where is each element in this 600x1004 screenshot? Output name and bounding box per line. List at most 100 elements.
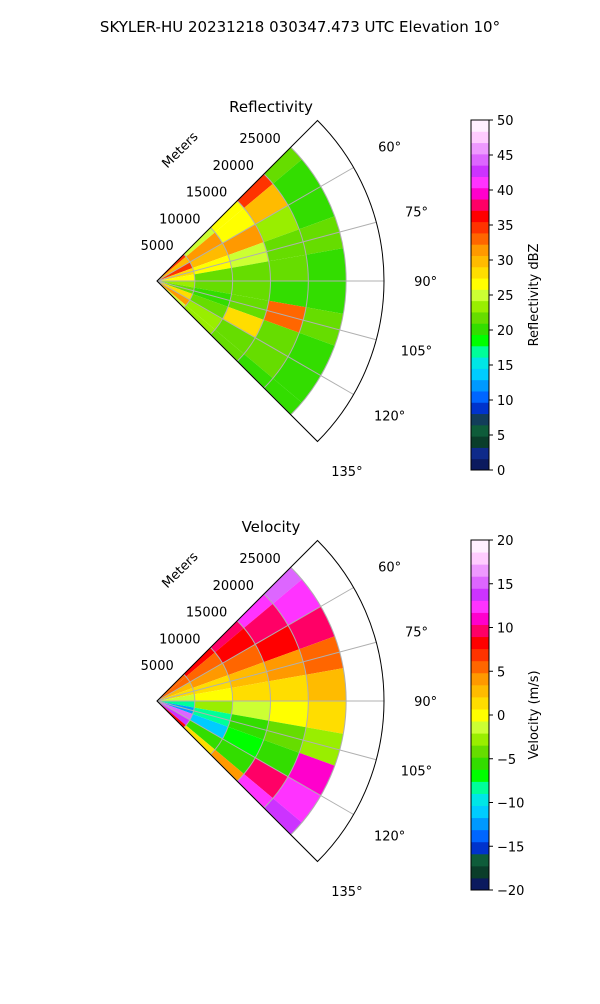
colorbar-tick-label: 0	[497, 464, 505, 479]
colorbar-tick-label: 50	[497, 114, 514, 129]
data-cell	[243, 337, 289, 379]
data-cell	[231, 681, 271, 701]
colorbar-swatch	[471, 829, 489, 843]
radial-tick-label: 10000	[159, 212, 200, 227]
colorbar-tick-label: 10	[497, 622, 514, 637]
data-cell	[157, 281, 195, 288]
colorbar-swatch	[471, 142, 489, 155]
data-cell	[157, 694, 195, 701]
angle-tick-label: 120°	[374, 829, 405, 844]
grid-spoke	[156, 280, 354, 395]
colorbar-swatch	[471, 757, 489, 770]
colorbar-swatch	[471, 793, 489, 807]
colorbar-swatch	[471, 877, 489, 891]
colorbar-label: Velocity (m/s)	[527, 670, 542, 759]
data-cell	[192, 255, 232, 275]
data-cell	[157, 676, 190, 701]
data-cell	[299, 216, 344, 255]
colorbar-swatch	[471, 612, 489, 625]
data-cell	[268, 701, 309, 728]
data-cell	[183, 725, 215, 755]
colorbar-swatch	[471, 199, 489, 211]
data-cell	[231, 281, 271, 301]
colorbar-swatch	[471, 221, 489, 234]
colorbar-swatch	[471, 345, 489, 358]
data-cell	[237, 773, 273, 809]
colorbar-swatch	[471, 552, 489, 565]
colorbar-swatch	[471, 817, 489, 831]
colorbar-swatch	[471, 660, 489, 674]
data-cell	[222, 224, 264, 256]
radial-tick-label: 15000	[186, 186, 227, 201]
figure-title: SKYLER-HU 20231218 030347.473 UTC Elevat…	[100, 18, 500, 36]
colorbar-swatch	[471, 153, 489, 166]
data-cell	[272, 579, 321, 626]
angle-tick-label: 105°	[401, 345, 432, 360]
colorbar-swatch	[471, 841, 489, 855]
colorbar-tick-label: 35	[497, 219, 514, 234]
data-cell	[272, 356, 321, 403]
data-cell	[194, 267, 233, 281]
radial-tick-label: 20000	[213, 159, 254, 174]
colorbar-tick-label: 40	[497, 184, 514, 199]
colorbar-swatch	[471, 588, 489, 601]
reflectivity-plot: Reflectivity 5000 10000 15000 20000 25000 Mete…	[141, 98, 542, 480]
data-cell	[185, 719, 223, 750]
radial-tick-label: 25000	[239, 552, 280, 567]
colorbar-swatch	[471, 636, 489, 650]
data-cell	[231, 701, 271, 721]
data-cell	[185, 232, 223, 263]
colorbar-swatch	[471, 865, 489, 879]
data-cell	[210, 329, 244, 362]
data-cell	[255, 739, 300, 777]
data-cell	[263, 300, 307, 333]
colorbar-swatch	[471, 781, 489, 794]
colorbar-swatch	[471, 696, 489, 710]
axes-frame	[156, 539, 385, 863]
data-cell	[288, 186, 335, 230]
data-cell	[192, 675, 232, 695]
colorbar-tick-label: 20	[497, 324, 514, 339]
data-cell	[264, 567, 302, 604]
colorbar-tick-label: 10	[497, 394, 514, 409]
colorbar-swatch	[471, 390, 489, 403]
data-cell	[210, 620, 244, 653]
data-cell	[243, 757, 289, 799]
data-cell	[157, 281, 195, 294]
colorbar-swatch	[471, 334, 489, 347]
data-cell	[194, 701, 233, 715]
colorbar-swatch	[471, 266, 489, 279]
colorbar-swatch	[471, 357, 489, 369]
colorbar-swatch	[471, 447, 489, 460]
colorbar-swatch	[471, 165, 489, 177]
data-cell	[288, 752, 335, 796]
angle-tick-label: 75°	[405, 625, 428, 640]
data-cell	[185, 299, 223, 330]
colorbar-swatch	[471, 210, 489, 223]
colorbar-swatch	[471, 436, 489, 448]
colorbar-swatch	[471, 600, 489, 613]
colorbar-tick-label: 15	[497, 578, 514, 593]
data-cell	[210, 749, 244, 782]
data-cell	[237, 173, 273, 209]
colorbar-swatch	[471, 540, 489, 553]
data-cell	[231, 261, 271, 281]
grid-spoke	[156, 221, 377, 282]
data-cell	[299, 636, 344, 675]
radial-tick-label: 10000	[159, 632, 200, 647]
colorbar-swatch	[471, 120, 489, 132]
data-cell	[255, 205, 300, 243]
radial-axis-label: Meters	[160, 129, 202, 171]
colorbar-swatch	[471, 745, 489, 758]
angle-tick-label: 90°	[414, 695, 437, 710]
data-cell	[272, 776, 321, 823]
radial-tick-label: 20000	[213, 579, 254, 594]
colorbar-swatch	[471, 648, 489, 662]
data-cell	[228, 662, 269, 688]
colorbar-swatch	[471, 684, 489, 698]
data-cell	[157, 701, 195, 714]
colorbar-label: Reflectivity dBZ	[527, 244, 542, 347]
data-cell	[306, 248, 347, 281]
colorbar-swatch	[471, 368, 489, 381]
